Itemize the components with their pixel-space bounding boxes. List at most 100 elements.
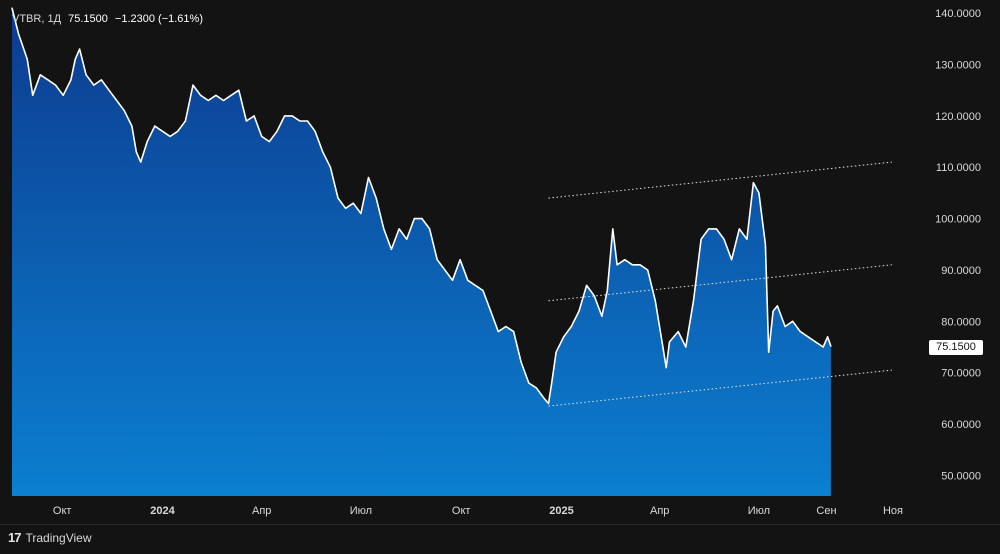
y-tick-label: 120.0000 xyxy=(935,111,981,123)
price-point xyxy=(768,351,770,353)
price-point xyxy=(74,58,76,61)
y-tick-label: 140.0000 xyxy=(935,8,981,20)
tradingview-logo[interactable]: 17 TradingView xyxy=(8,530,92,545)
x-tick-label: 2024 xyxy=(150,505,175,517)
price-point xyxy=(268,141,270,143)
price-point xyxy=(55,84,57,86)
price-point xyxy=(612,228,614,230)
price-point xyxy=(708,228,710,230)
price-point xyxy=(131,125,133,127)
trend-channel-line xyxy=(548,161,892,199)
x-tick-label: Ноя xyxy=(883,505,903,517)
bottom-divider xyxy=(0,524,1000,525)
x-tick-label: Апр xyxy=(650,505,669,517)
price-point xyxy=(578,310,580,312)
x-tick-label: Окт xyxy=(53,505,72,517)
price-point xyxy=(32,94,34,96)
price-point xyxy=(731,259,733,261)
price-point xyxy=(764,243,767,245)
price-point xyxy=(276,130,278,132)
y-tick-label: 50.0000 xyxy=(941,471,981,483)
price-point xyxy=(555,351,557,353)
tradingview-mark-icon: 17 xyxy=(8,530,22,545)
price-point xyxy=(429,228,431,230)
price-point xyxy=(639,264,641,266)
price-point xyxy=(752,182,755,184)
y-tick-label: 130.0000 xyxy=(935,60,981,72)
price-point xyxy=(169,135,171,137)
price-point xyxy=(352,202,354,204)
price-point xyxy=(528,382,530,384)
price-point xyxy=(79,48,81,50)
price-point xyxy=(161,130,164,132)
price-point xyxy=(467,279,469,281)
y-tick-label: 100.0000 xyxy=(935,214,981,226)
x-tick-label: Апр xyxy=(252,505,271,517)
price-point xyxy=(700,238,702,240)
trend-channel-line xyxy=(548,369,892,407)
price-point xyxy=(547,402,550,405)
price-point xyxy=(200,94,202,96)
x-tick-label: 2025 xyxy=(549,505,573,517)
x-tick-label: Окт xyxy=(452,505,471,517)
price-point xyxy=(17,33,20,35)
price-point xyxy=(738,228,740,230)
price-point xyxy=(154,125,156,127)
price-point xyxy=(337,197,339,199)
price-point xyxy=(685,346,687,348)
price-point xyxy=(306,120,309,122)
price-point xyxy=(230,94,232,96)
symbol-legend: VTBR, 1Д 75.1500 −1.2300 (−1.61%) xyxy=(12,13,203,25)
price-point xyxy=(776,305,779,307)
price-point xyxy=(723,238,725,240)
price-point xyxy=(299,120,301,122)
price-point xyxy=(135,151,137,153)
price-point xyxy=(451,279,454,281)
price-point xyxy=(792,320,794,322)
price-point xyxy=(215,94,217,96)
price-point xyxy=(593,295,595,297)
x-tick-label: Июл xyxy=(350,505,372,517)
price-point xyxy=(261,135,263,137)
last-price-tag: 75.1500 xyxy=(929,340,983,355)
price-point xyxy=(413,218,415,220)
price-point xyxy=(39,74,41,76)
price-point xyxy=(245,120,247,122)
y-tick-label: 70.0000 xyxy=(941,368,981,380)
price-point xyxy=(253,115,255,117)
price-point xyxy=(631,264,634,266)
price-point xyxy=(375,197,377,199)
price-point xyxy=(586,284,588,286)
price-point xyxy=(497,331,499,333)
price-point xyxy=(799,331,801,333)
price-point xyxy=(421,218,423,220)
price-point xyxy=(93,84,95,86)
price-point xyxy=(177,130,179,132)
price-point xyxy=(474,284,476,286)
price-point xyxy=(535,387,538,389)
price-point xyxy=(406,238,408,240)
price-point xyxy=(123,110,125,112)
price-point xyxy=(758,192,760,194)
y-tick-label: 110.0000 xyxy=(936,162,981,174)
price-point xyxy=(677,331,679,333)
price-point xyxy=(551,382,553,384)
price-point xyxy=(616,264,618,266)
price-point xyxy=(291,115,293,117)
price-point xyxy=(606,289,608,292)
price-point xyxy=(345,207,347,209)
price-point xyxy=(444,269,446,271)
price-point xyxy=(772,310,774,312)
tradingview-text: TradingView xyxy=(25,530,92,545)
price-point xyxy=(11,7,13,9)
price-point xyxy=(459,259,461,261)
price-point xyxy=(207,99,209,102)
price-point xyxy=(624,259,626,261)
price-point xyxy=(85,74,87,76)
price-point xyxy=(140,161,142,163)
y-tick-label: 80.0000 xyxy=(941,316,981,328)
price-point xyxy=(715,228,718,230)
price-point xyxy=(329,166,331,168)
